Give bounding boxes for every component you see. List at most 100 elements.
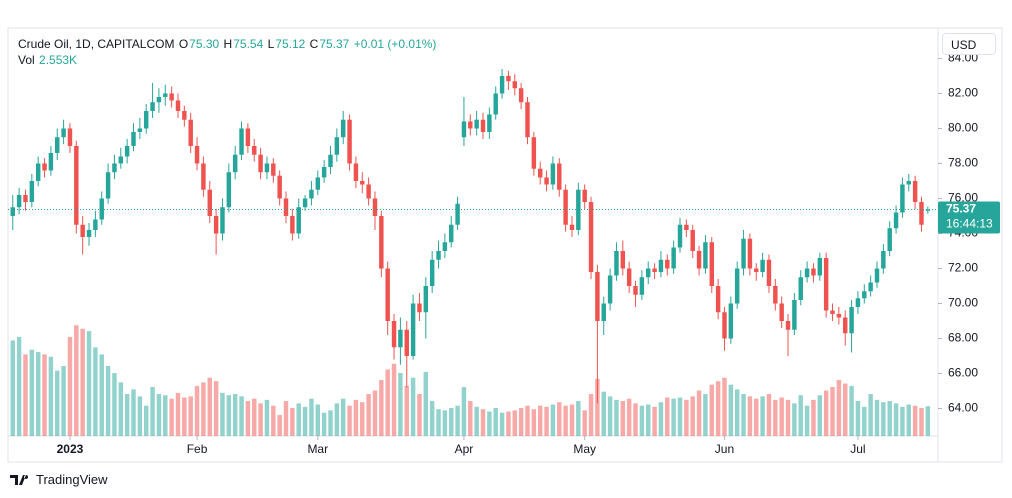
candle-body xyxy=(48,152,54,171)
volume-bar xyxy=(912,405,918,436)
volume-bar xyxy=(213,381,219,436)
volume-bar xyxy=(525,405,530,436)
candle-body xyxy=(213,215,219,234)
label: C xyxy=(309,37,319,51)
volume-bar xyxy=(245,401,251,436)
volume-bar xyxy=(429,401,435,436)
candle-body xyxy=(296,207,301,234)
volume-bar xyxy=(296,403,301,436)
candle-body xyxy=(900,184,905,213)
volume-bar xyxy=(887,401,892,436)
volume-bar xyxy=(258,403,263,436)
candle-body xyxy=(163,93,168,97)
candle-body xyxy=(29,180,35,202)
candle-body xyxy=(773,285,778,304)
volume-bar xyxy=(391,363,397,436)
candle-body xyxy=(61,128,66,138)
brand[interactable]: TradingView xyxy=(10,472,108,487)
volume-bar xyxy=(239,396,244,436)
candle-body xyxy=(798,277,803,300)
volume-bar xyxy=(169,398,174,436)
volume-bar xyxy=(582,410,587,436)
volume-bar xyxy=(61,366,66,436)
candle-body xyxy=(353,163,359,181)
volume-bar xyxy=(862,406,867,436)
volume-bar xyxy=(626,398,632,436)
candle-body xyxy=(340,119,346,138)
candle-body xyxy=(309,189,314,199)
candle-body xyxy=(449,224,454,243)
candle-body xyxy=(423,285,429,313)
candle-body xyxy=(633,285,638,295)
volume-bar xyxy=(372,390,378,436)
x-tick-label: Mar xyxy=(307,442,328,456)
volume-bar xyxy=(773,399,778,436)
plot-area xyxy=(8,68,938,436)
volume-bar xyxy=(347,405,352,436)
volume-bar xyxy=(830,387,835,436)
candle-body xyxy=(271,163,276,176)
x-tick-label: Jul xyxy=(850,442,865,456)
label: O xyxy=(178,37,189,51)
volume-bar xyxy=(855,401,861,436)
volume-bar xyxy=(474,406,479,436)
volume-bar xyxy=(340,398,346,436)
x-tick-label: 2023 xyxy=(57,442,84,456)
volume-bar xyxy=(404,385,409,436)
volume-bar xyxy=(35,352,41,436)
candle-body xyxy=(779,303,784,322)
volume-bar xyxy=(633,403,638,436)
currency-button[interactable]: USD xyxy=(942,33,996,55)
candle-body xyxy=(258,154,263,173)
volume-bar xyxy=(512,410,518,436)
candle-body xyxy=(582,189,587,202)
volume-bar xyxy=(201,382,206,436)
candle-body xyxy=(912,180,918,202)
candle-body xyxy=(754,268,759,272)
y-tick-label: 82.00 xyxy=(948,86,978,100)
volume-bar xyxy=(99,354,104,436)
candle-body xyxy=(468,121,473,129)
candle-body xyxy=(823,257,829,311)
volume-bar xyxy=(16,336,22,436)
candle-body xyxy=(760,259,765,272)
legend: Crude Oil, 1D, CAPITALCOM O75.30 H75.54 … xyxy=(18,36,437,68)
candle-body xyxy=(785,321,791,330)
volume-bar xyxy=(493,408,498,436)
volume-bar xyxy=(588,394,594,436)
candle-body xyxy=(652,268,657,272)
volume-bar xyxy=(271,405,276,436)
candle-body xyxy=(862,291,867,299)
volume-bar xyxy=(194,385,200,436)
volume-bar xyxy=(86,331,92,436)
volume-bar xyxy=(449,408,454,436)
candle-body xyxy=(360,180,365,185)
candle-body xyxy=(607,275,613,304)
volume-bar xyxy=(518,408,524,436)
candle-body xyxy=(99,198,104,220)
candle-body xyxy=(372,198,378,216)
volume-bar xyxy=(785,399,791,436)
value: 2.553K xyxy=(39,53,78,67)
volume-bar xyxy=(277,415,282,436)
candle-body xyxy=(734,268,740,304)
y-tick-label: 70.00 xyxy=(948,296,978,310)
volume-bar xyxy=(360,402,365,436)
volume-bar xyxy=(423,371,429,436)
candle-body xyxy=(105,172,111,199)
candle-body xyxy=(74,145,79,225)
ohlc-row: Crude Oil, 1D, CAPITALCOM O75.30 H75.54 … xyxy=(18,36,437,52)
volume-bar xyxy=(620,401,626,436)
volume-bar xyxy=(80,328,85,436)
candle-body xyxy=(207,189,212,216)
volume-bar xyxy=(315,404,321,436)
candle-body xyxy=(442,242,448,251)
candle-body xyxy=(804,268,810,278)
volume-bar xyxy=(684,399,689,436)
candle-body xyxy=(626,268,632,286)
candle-body xyxy=(10,207,15,216)
volume-bar xyxy=(811,399,816,436)
x-tick-label: May xyxy=(573,442,596,456)
x-tick-label: Apr xyxy=(455,442,474,456)
